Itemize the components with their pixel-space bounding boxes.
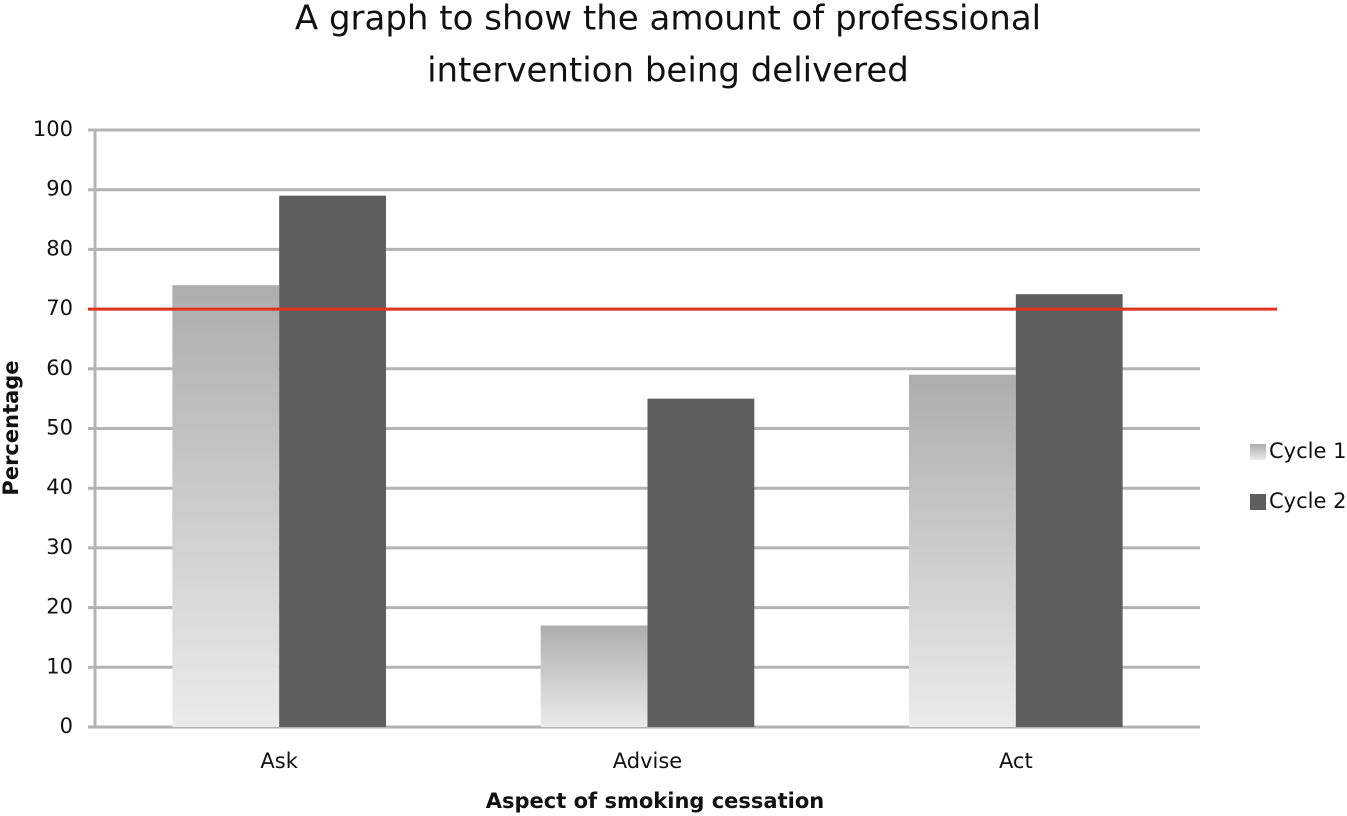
y-tick-label: 100 (33, 117, 73, 141)
bar (909, 374, 1016, 727)
bar (172, 285, 280, 727)
x-tick-label: Act (999, 749, 1033, 773)
chart-title: A graph to show the amount of profession… (295, 0, 1041, 39)
chart-title: intervention being delivered (427, 51, 909, 91)
y-tick-label: 20 (46, 595, 73, 619)
bar (279, 195, 386, 728)
y-tick-label: 0 (60, 714, 73, 738)
x-tick-label: Ask (260, 749, 298, 773)
y-tick-label: 60 (46, 356, 73, 380)
legend-label: Cycle 2 (1269, 489, 1346, 513)
bar (1015, 294, 1123, 727)
y-tick-label: 80 (46, 236, 73, 260)
y-axis-title: Percentage (0, 360, 23, 495)
y-tick-label: 30 (46, 535, 73, 559)
y-tick-label: 70 (46, 296, 73, 320)
bar (540, 625, 648, 727)
legend-swatch (1250, 444, 1266, 460)
x-tick-label: Advise (613, 749, 682, 773)
legend-swatch (1250, 494, 1266, 510)
bar (647, 398, 755, 727)
y-tick-label: 10 (46, 654, 73, 678)
y-tick-label: 90 (46, 177, 73, 201)
y-tick-label: 40 (46, 475, 73, 499)
legend-label: Cycle 1 (1269, 439, 1346, 463)
y-tick-label: 50 (46, 416, 73, 440)
x-axis-title: Aspect of smoking cessation (486, 789, 824, 813)
